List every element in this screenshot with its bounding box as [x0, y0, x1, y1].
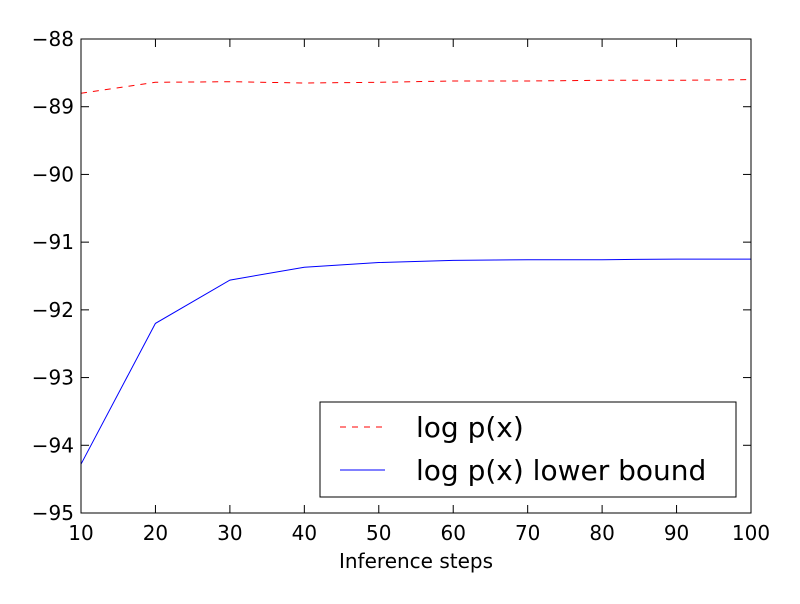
ticks-layer: 10 20 30 40 50 60 70 80 90 100 −88 −89 −90 −91 −92 −93 −…	[32, 27, 770, 545]
y-tick-label: −90	[32, 162, 74, 186]
y-tick-label: −88	[32, 27, 74, 51]
series-line-1	[80, 258, 751, 465]
y-tick-label: −89	[32, 95, 74, 119]
y-tick-label: −95	[32, 501, 74, 525]
plot-frame	[80, 38, 752, 514]
y-tick-label: −91	[32, 230, 74, 254]
x-tick-label: 100	[732, 521, 770, 545]
y-tick-label: −92	[32, 298, 74, 322]
x-tick-label: 10	[68, 521, 93, 545]
series-line-0	[80, 79, 752, 94]
legend-frame	[319, 401, 737, 498]
x-axis-label: Inference steps	[339, 549, 493, 573]
y-tick-label: −94	[32, 433, 74, 457]
y-tick-label: −93	[32, 366, 74, 390]
x-tick-label: 30	[217, 521, 242, 545]
x-tick-label: 80	[589, 521, 614, 545]
legend-label-0: log p(x)	[416, 411, 524, 444]
x-tick-label: 90	[664, 521, 689, 545]
x-tick-label: 20	[143, 521, 168, 545]
x-tick-label: 60	[440, 521, 465, 545]
x-tick-label: 40	[292, 521, 317, 545]
x-tick-label: 70	[515, 521, 540, 545]
x-tick-label: 50	[366, 521, 391, 545]
series-layer	[80, 79, 752, 465]
legend: log p(x) log p(x) lower bound	[319, 401, 737, 498]
legend-label-1: log p(x) lower bound	[416, 454, 706, 487]
